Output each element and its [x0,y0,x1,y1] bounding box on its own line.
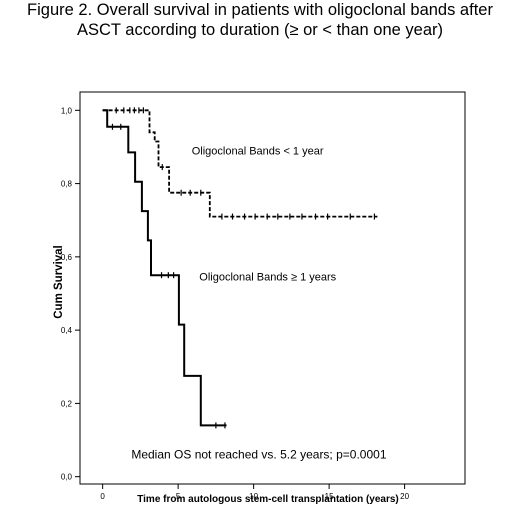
y-tick-label: 0,0 [61,473,73,482]
annotations: Oligoclonal Bands < 1 year Oligoclonal Ba… [131,145,386,461]
x-tick-label: 15 [325,492,334,501]
y-tick-label: 1,0 [61,106,73,115]
y-tick-label: 0,4 [61,326,73,335]
y-tick-label: 0,2 [61,399,73,408]
x-axis: 0 5 10 15 20 [100,484,410,501]
y-tick-label: 0,6 [61,253,73,262]
x-tick-label: 5 [176,492,181,501]
y-tick-label: 0,8 [61,180,73,189]
y-axis: 0,0 0,2 0,4 0,6 0,8 1,0 [61,106,80,482]
figure-title: Figure 2. Overall survival in patients w… [0,0,520,40]
plot-frame [79,91,466,485]
annotation-1: Oligoclonal Bands < 1 year [192,145,324,157]
solid-survival-line [102,109,227,427]
annotation-3: Median OS not reached vs. 5.2 years; p=0… [131,447,386,461]
series-group [102,107,378,429]
figure-title-line-2: ASCT according to duration (≥ or < than … [77,21,443,39]
x-axis-label: Time from autologous stem-cell transplan… [137,494,399,505]
x-tick-label: 10 [249,492,258,501]
annotation-2: Oligoclonal Bands ≥ 1 years [199,272,336,284]
dashed-survival-line [102,109,378,218]
x-tick-label: 20 [400,492,409,501]
x-tick-label: 0 [100,492,105,501]
figure-title-line-1: Figure 2. Overall survival in patients w… [27,1,493,19]
y-axis-label: Cum Survival [53,245,65,319]
